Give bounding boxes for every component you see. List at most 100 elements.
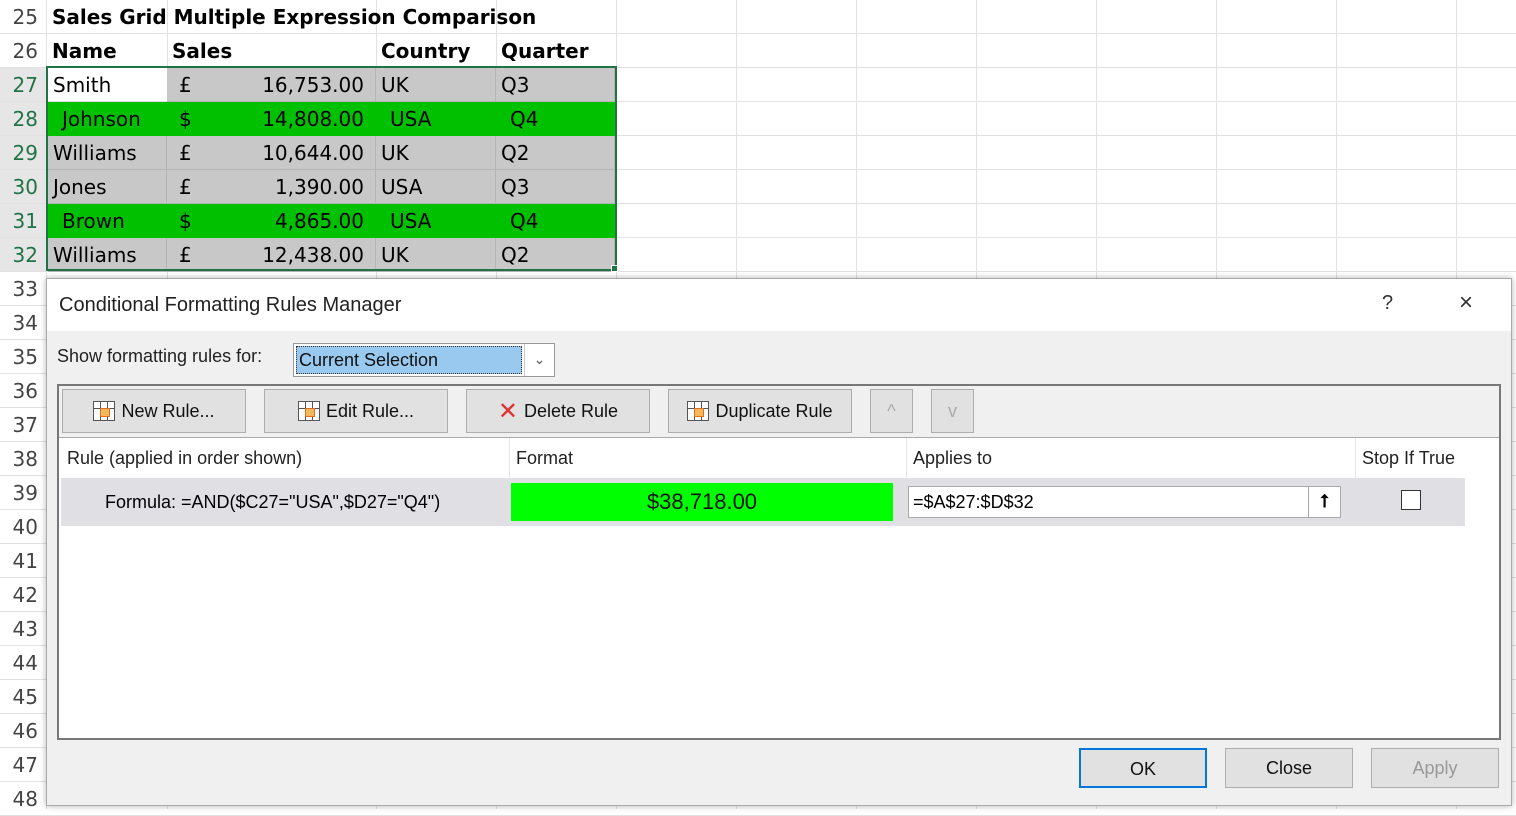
row-header[interactable]: 44 — [0, 646, 46, 680]
applies-to-input[interactable]: =$A$27:$D$32 ⭡ — [908, 486, 1341, 518]
apply-button[interactable]: Apply — [1371, 748, 1499, 788]
row-header[interactable]: 36 — [0, 374, 46, 408]
show-rules-dropdown[interactable]: Current Selection ⌄ — [293, 343, 555, 377]
move-up-button[interactable]: ^ — [870, 389, 913, 433]
row-gridline — [46, 237, 1516, 238]
dialog-title: Conditional Formatting Rules Manager — [59, 294, 402, 316]
country-cell[interactable]: UK — [376, 68, 496, 102]
country-cell[interactable]: USA — [376, 204, 496, 238]
row-header[interactable]: 27 — [0, 68, 46, 102]
delete-rule-label: Delete Rule — [524, 400, 619, 421]
sales-cell[interactable]: 16,753.00 — [262, 73, 364, 97]
sales-cell[interactable]: 14,808.00 — [262, 107, 364, 131]
row-header[interactable]: 29 — [0, 136, 46, 170]
row-header[interactable]: 38 — [0, 442, 46, 476]
row-header[interactable]: 40 — [0, 510, 46, 544]
rule-formula: Formula: =AND($C27="USA",$D27="Q4") — [105, 492, 441, 512]
sales-cell[interactable]: 12,438.00 — [262, 243, 364, 267]
name-cell[interactable]: Jones — [48, 170, 167, 204]
currency-cell[interactable]: £ — [167, 170, 376, 204]
show-rules-label: Show formatting rules for: — [57, 346, 263, 366]
row-header[interactable]: 26 — [0, 34, 46, 68]
name-cell[interactable]: Johnson — [48, 102, 167, 136]
new-rule-icon — [93, 401, 116, 421]
row-header[interactable]: 35 — [0, 340, 46, 374]
country-cell[interactable]: USA — [376, 170, 496, 204]
row-header[interactable]: 47 — [0, 748, 46, 782]
column-header-cell[interactable]: Quarter — [501, 39, 589, 63]
name-cell[interactable]: Williams — [48, 136, 167, 170]
quarter-cell[interactable]: Q3 — [496, 170, 615, 204]
quarter-cell[interactable]: Q2 — [496, 238, 615, 272]
currency-cell[interactable]: £ — [167, 68, 376, 102]
country-cell[interactable]: UK — [376, 238, 496, 272]
row-header[interactable]: 30 — [0, 170, 46, 204]
delete-rule-button[interactable]: ✕ Delete Rule — [466, 389, 650, 433]
collapse-range-icon[interactable]: ⭡ — [1308, 487, 1340, 517]
sheet-title[interactable]: Sales Grid Multiple Expression Compariso… — [52, 5, 537, 29]
edit-rule-icon — [297, 401, 320, 421]
country-cell[interactable]: USA — [376, 102, 496, 136]
row-header[interactable]: 39 — [0, 476, 46, 510]
row-header[interactable]: 46 — [0, 714, 46, 748]
quarter-cell[interactable]: Q4 — [496, 102, 615, 136]
row-header[interactable]: 32 — [0, 238, 46, 272]
currency-cell[interactable]: £ — [167, 238, 376, 272]
edit-rule-button[interactable]: Edit Rule... — [264, 389, 448, 433]
row-header[interactable]: 34 — [0, 306, 46, 340]
column-header-cell[interactable]: Sales — [172, 39, 233, 63]
country-cell[interactable]: UK — [376, 136, 496, 170]
new-rule-button[interactable]: New Rule... — [62, 389, 246, 433]
row-header[interactable]: 28 — [0, 102, 46, 136]
currency-cell[interactable]: £ — [167, 136, 376, 170]
sales-cell[interactable]: 4,865.00 — [274, 209, 364, 233]
new-rule-label: New Rule... — [121, 400, 215, 421]
col-header-applies-to: Applies to — [907, 438, 1356, 478]
column-header-cell[interactable]: Name — [52, 39, 117, 63]
duplicate-rule-icon — [687, 401, 710, 421]
row-gridline — [46, 169, 1516, 170]
quarter-cell[interactable]: Q4 — [496, 204, 615, 238]
move-down-button[interactable]: v — [931, 389, 974, 433]
row-header[interactable]: 48 — [0, 782, 46, 816]
name-cell[interactable]: Brown — [48, 204, 167, 238]
row-gridline — [46, 67, 1516, 68]
conditional-formatting-dialog: Conditional Formatting Rules Manager ? ×… — [46, 278, 1512, 806]
row-header[interactable]: 25 — [0, 0, 46, 34]
currency-cell[interactable]: $ — [167, 102, 376, 136]
col-header-stop-if-true: Stop If True — [1362, 448, 1456, 468]
row-gridline — [46, 271, 1516, 272]
sales-cell[interactable]: 10,644.00 — [262, 141, 364, 165]
name-cell[interactable]: Smith — [53, 73, 112, 97]
rule-row[interactable]: Formula: =AND($C27="USA",$D27="Q4") $38,… — [61, 478, 1465, 526]
row-header[interactable]: 45 — [0, 680, 46, 714]
row-header[interactable]: 37 — [0, 408, 46, 442]
currency-cell[interactable]: $ — [167, 204, 376, 238]
row-header[interactable]: 43 — [0, 612, 46, 646]
fill-handle[interactable] — [611, 265, 618, 272]
sales-cell[interactable]: 1,390.00 — [274, 175, 364, 199]
stop-if-true-checkbox[interactable] — [1401, 490, 1421, 510]
quarter-cell[interactable]: Q2 — [496, 136, 615, 170]
help-button[interactable]: ? — [1382, 292, 1394, 314]
close-icon[interactable]: × — [1459, 289, 1474, 316]
row-header[interactable]: 33 — [0, 272, 46, 306]
ok-button[interactable]: OK — [1079, 748, 1207, 788]
name-cell[interactable]: Williams — [48, 238, 167, 272]
row-gridline — [46, 33, 1516, 34]
row-header[interactable]: 31 — [0, 204, 46, 238]
row-gridline — [46, 135, 1516, 136]
row-header[interactable]: 41 — [0, 544, 46, 578]
quarter-cell[interactable]: Q3 — [496, 68, 615, 102]
row-gridline — [46, 203, 1516, 204]
dialog-titlebar: Conditional Formatting Rules Manager ? × — [47, 279, 1511, 331]
col-header-format: Format — [510, 438, 907, 478]
rules-toolbar: New Rule... Edit Rule... ✕ Delete Rule Du… — [59, 386, 1499, 438]
column-header-cell[interactable]: Country — [381, 39, 471, 63]
close-button[interactable]: Close — [1225, 748, 1353, 788]
duplicate-rule-button[interactable]: Duplicate Rule — [668, 389, 852, 433]
chevron-down-icon[interactable]: ⌄ — [524, 344, 554, 376]
duplicate-rule-label: Duplicate Rule — [715, 400, 833, 421]
row-header[interactable]: 42 — [0, 578, 46, 612]
format-preview: $38,718.00 — [511, 483, 893, 521]
